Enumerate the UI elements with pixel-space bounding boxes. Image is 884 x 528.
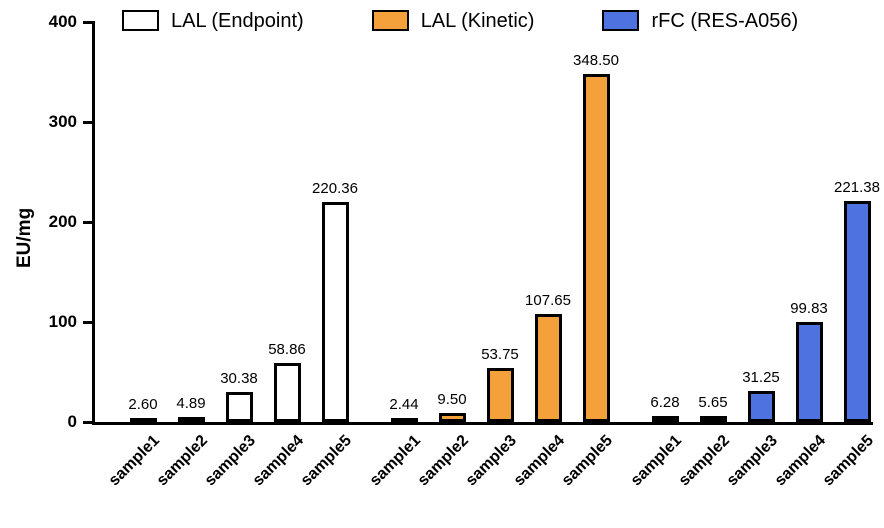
bar-rfc-res-a056--sample3 — [747, 390, 775, 422]
legend-swatch-lal-endpoint — [122, 10, 159, 31]
bar-value-label: 348.50 — [573, 51, 619, 69]
bar-value-label: 99.83 — [790, 300, 828, 318]
legend-swatch-lal-kinetic — [371, 10, 409, 31]
bar-value-label: 53.75 — [481, 346, 519, 364]
y-tick-mark — [83, 220, 92, 224]
legend-label: LAL (Kinetic) — [420, 9, 535, 32]
bar-value-label: 221.38 — [834, 178, 880, 196]
bar-value-label: 5.65 — [698, 394, 728, 412]
plot-area: 0 100 200 300 400 2.60 sample1 4.89 sample2 30.38… — [49, 12, 880, 489]
bar-lal-endpoint--sample3 — [225, 391, 253, 422]
bar-value-label: 31.25 — [742, 368, 780, 386]
bar-lal-endpoint--sample5 — [321, 201, 349, 422]
legend-item-lal-kinetic: LAL (Kinetic) — [371, 9, 535, 32]
legend: LAL (Endpoint) LAL (Kinetic) rFC (RES-A0… — [122, 10, 798, 31]
y-tick-mark — [83, 420, 92, 424]
bar-value-label: 4.89 — [176, 395, 206, 413]
bar-lal-kinetic--sample1 — [390, 418, 418, 424]
bar-value-label: 220.36 — [312, 179, 358, 197]
y-tick-mark — [83, 120, 92, 124]
y-axis-title: EU/mg — [14, 207, 35, 268]
bar-value-label: 9.50 — [437, 390, 467, 408]
y-tick-label: 300 — [48, 112, 77, 131]
bar-lal-endpoint--sample4 — [273, 363, 301, 422]
bar-lal-kinetic--sample3 — [486, 368, 514, 422]
legend-item-lal-endpoint: LAL (Endpoint) — [122, 10, 304, 31]
y-tick-mark — [83, 320, 92, 324]
legend-label: rFC (RES-A056) — [651, 9, 799, 32]
bar-value-label: 58.86 — [268, 341, 306, 359]
legend-swatch-rfc — [602, 10, 640, 31]
bar-rfc-res-a056--sample5 — [843, 200, 871, 422]
bar-lal-endpoint--sample2 — [177, 417, 205, 424]
y-tick-label: 100 — [48, 312, 77, 331]
bar-value-label: 107.65 — [525, 292, 571, 310]
bar-lal-kinetic--sample4 — [534, 314, 562, 422]
bar-lal-kinetic--sample5 — [582, 73, 610, 422]
bar-lal-endpoint--sample1 — [129, 418, 157, 424]
bar-value-label: 2.60 — [128, 396, 158, 413]
legend-item-rfc: rFC (RES-A056) — [602, 10, 798, 31]
y-tick-label: 400 — [48, 12, 77, 31]
y-tick-mark — [83, 20, 92, 24]
bar-rfc-res-a056--sample4 — [795, 322, 823, 422]
legend-label: LAL (Endpoint) — [171, 9, 304, 32]
bar-lal-kinetic--sample2 — [438, 412, 466, 422]
x-axis-line — [92, 422, 873, 425]
y-tick-label: 0 — [67, 412, 77, 431]
bar-value-label: 2.44 — [389, 396, 419, 413]
bar-rfc-res-a056--sample2 — [699, 416, 727, 423]
y-axis-line — [92, 21, 95, 425]
bar-rfc-res-a056--sample1 — [651, 415, 679, 422]
bar-value-label: 30.38 — [220, 369, 258, 387]
y-tick-label: 200 — [48, 212, 77, 231]
bar-value-label: 6.28 — [650, 393, 680, 411]
